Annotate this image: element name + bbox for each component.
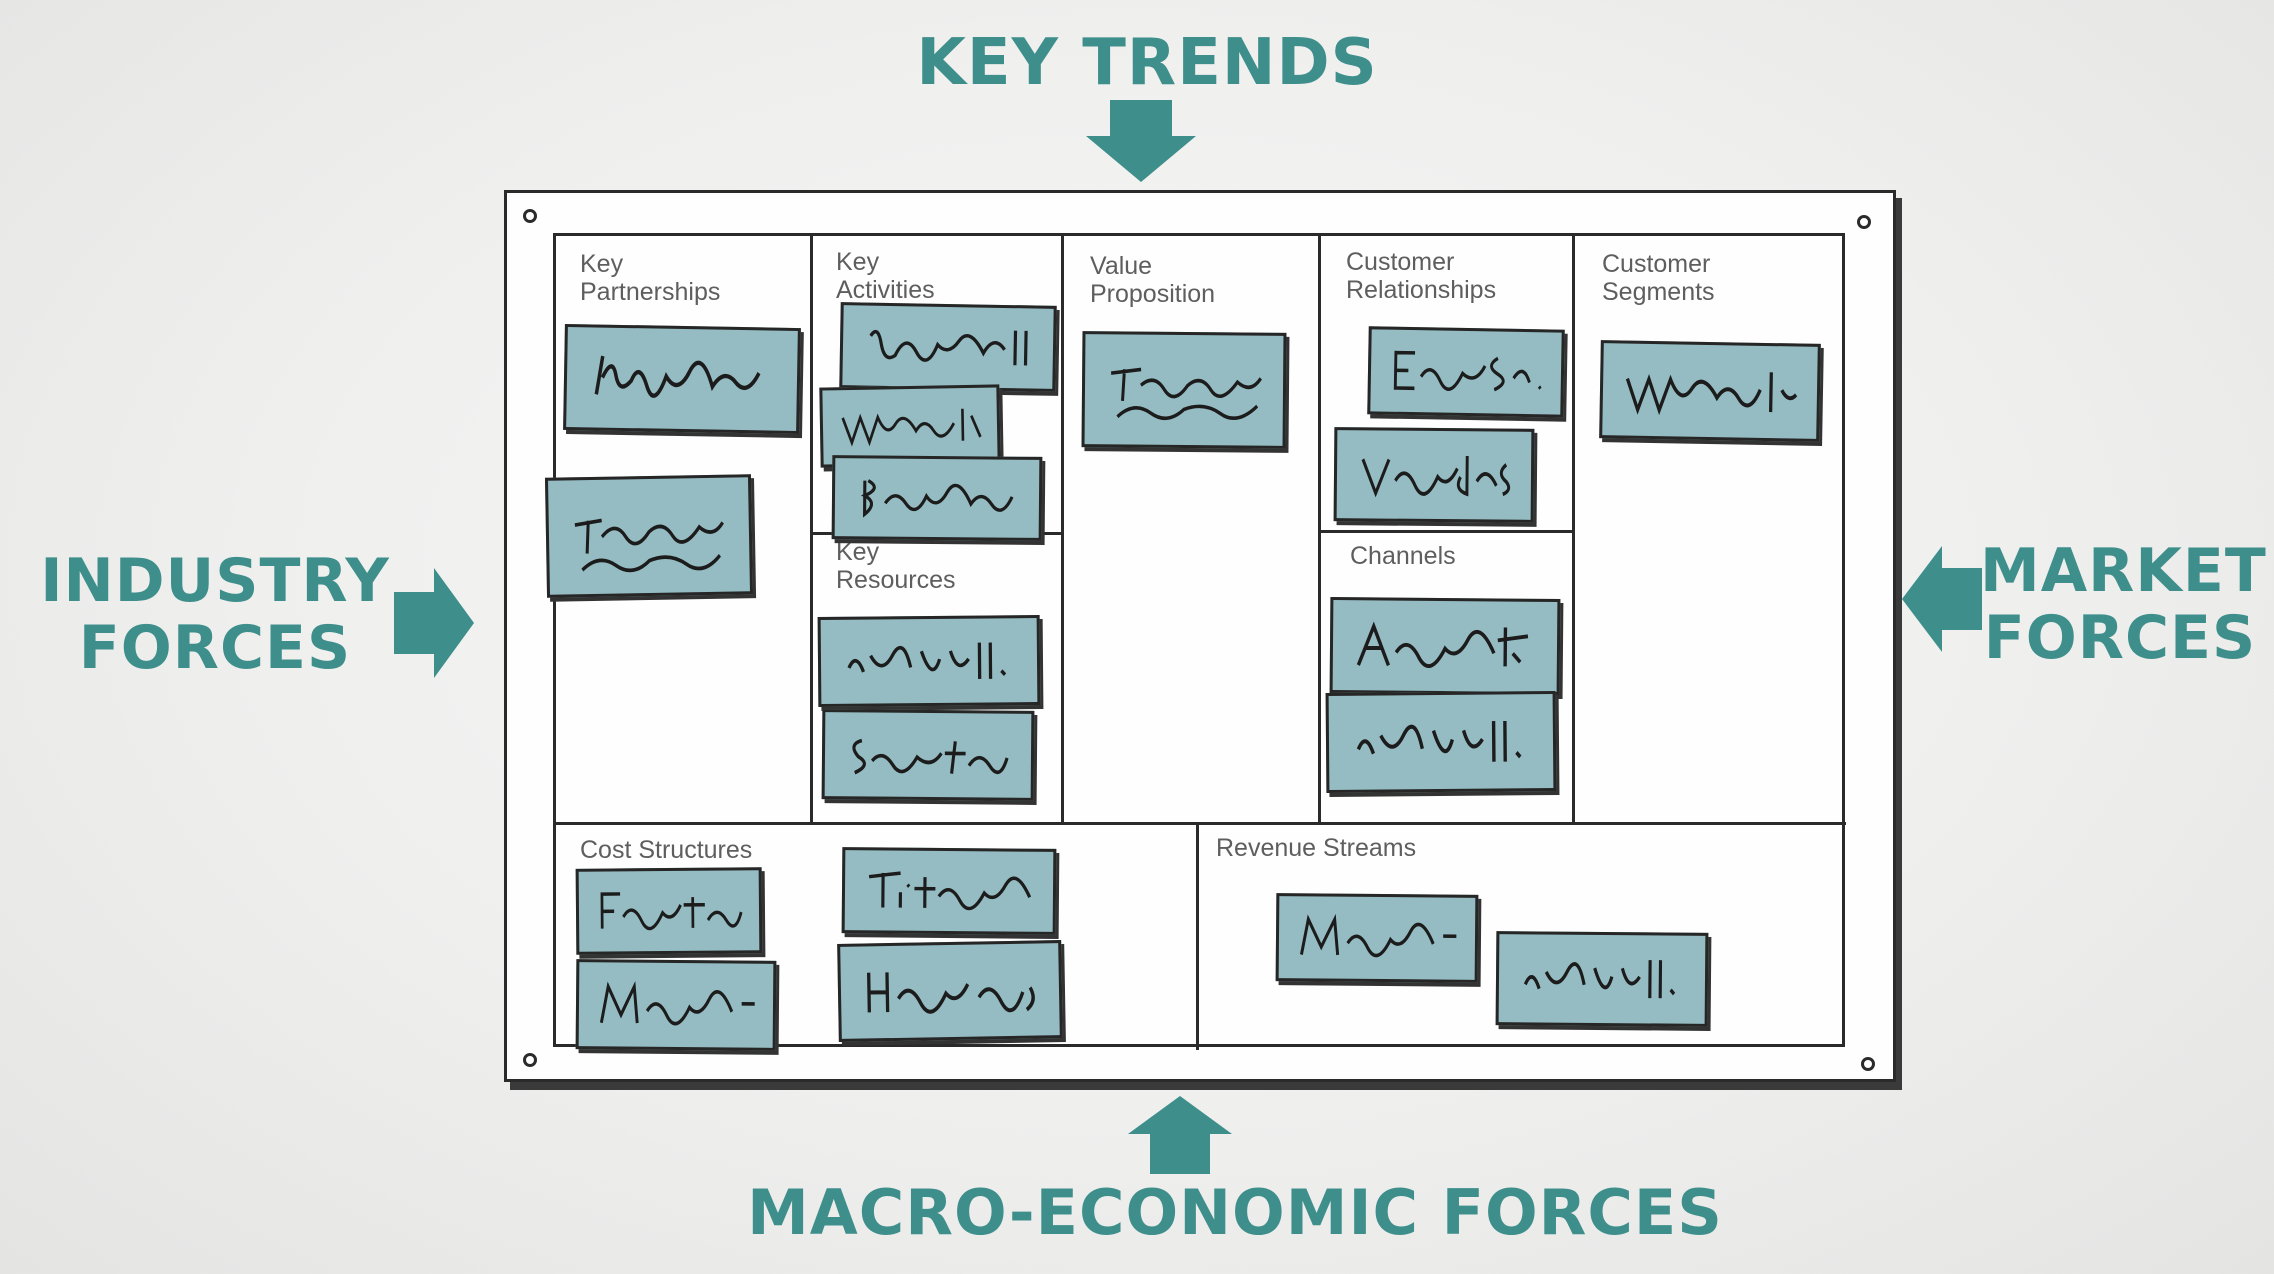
title-line: Proposition — [1090, 280, 1216, 308]
value-proposition-title: Value Proposition — [1090, 252, 1215, 308]
scribble-icon — [1299, 914, 1457, 958]
scribble-icon — [852, 738, 1010, 775]
sticky-note — [1599, 340, 1821, 442]
title-line: Resources — [836, 566, 956, 594]
business-model-canvas-board: Key Partnerships Key Activities Key Reso… — [504, 190, 1896, 1082]
scribble-icon — [594, 355, 761, 398]
scribble-icon — [868, 871, 1031, 911]
arrow-down-icon — [1086, 100, 1196, 182]
pin-icon — [1861, 1057, 1875, 1071]
scribble-icon — [599, 980, 755, 1026]
title-line: Customer — [1602, 250, 1711, 278]
sticky-note — [1325, 690, 1557, 794]
scribble-icon — [861, 479, 1014, 518]
macro-economic-forces-text: MACRO-ECONOMIC FORCES — [747, 1176, 1723, 1249]
sticky-note — [1081, 331, 1287, 449]
divider — [1061, 236, 1064, 822]
macro-economic-forces-label: MACRO-ECONOMIC FORCES — [0, 1176, 2274, 1249]
sticky-note — [563, 323, 801, 435]
title-line: Relationships — [1346, 276, 1497, 304]
divider — [1196, 822, 1199, 1050]
sticky-note — [831, 455, 1043, 541]
title-line: Cost Structures — [580, 836, 753, 864]
pin-icon — [1857, 215, 1871, 229]
sticky-note — [575, 867, 763, 955]
arrow-right-icon — [394, 568, 474, 678]
sticky-note — [841, 847, 1057, 935]
canvas-grid: Key Partnerships Key Activities Key Reso… — [544, 233, 1846, 1051]
customer-relationships-title: Customer Relationships — [1346, 248, 1496, 304]
market-forces-line2: FORCES — [1983, 603, 2257, 674]
scribble-icon — [1356, 621, 1529, 668]
sticky-note — [544, 474, 754, 598]
pin-icon — [523, 209, 537, 223]
industry-forces-label: INDUSTRY FORCES — [30, 546, 400, 684]
title-line: Key — [836, 538, 880, 566]
scribble-icon — [600, 892, 743, 931]
key-resources-title: Key Resources — [836, 538, 956, 594]
scribble-icon — [841, 409, 982, 448]
arrow-up-icon — [1128, 1096, 1232, 1174]
key-trends-label: KEY TRENDS — [0, 26, 2274, 100]
scribble-icon — [1361, 456, 1510, 498]
divider — [1318, 236, 1321, 822]
industry-forces-line2: FORCES — [78, 613, 352, 684]
market-forces-label: MARKET FORCES — [1980, 536, 2267, 674]
sticky-note — [839, 302, 1057, 392]
title-line: Partnerships — [580, 278, 721, 306]
title-line: Value — [1090, 252, 1153, 280]
scribble-icon — [847, 642, 1007, 679]
revenue-streams-title: Revenue Streams — [1216, 834, 1416, 862]
scribble-icon — [1110, 368, 1262, 421]
channels-title: Channels — [1350, 542, 1456, 570]
title-line: Revenue Streams — [1216, 834, 1417, 862]
divider — [1318, 530, 1575, 533]
sticky-note — [821, 709, 1035, 801]
divider — [1572, 236, 1575, 822]
sticky-note — [1367, 326, 1565, 418]
title-line: Segments — [1602, 278, 1715, 306]
scribble-icon — [574, 518, 724, 573]
sticky-note — [575, 959, 777, 1051]
industry-forces-line1: INDUSTRY — [40, 546, 390, 616]
divider — [810, 236, 813, 822]
cost-structures-title: Cost Structures — [580, 836, 752, 864]
scribble-icon — [1393, 351, 1542, 392]
scribble-icon — [1626, 372, 1798, 416]
sticky-note — [1275, 893, 1479, 983]
market-forces-line1: MARKET — [1980, 536, 2267, 606]
customer-segments-title: Customer Segments — [1602, 250, 1715, 306]
key-partnerships-title: Key Partnerships — [580, 250, 720, 306]
sticky-note — [817, 615, 1041, 707]
sticky-note — [1329, 596, 1561, 696]
title-line: Channels — [1350, 542, 1456, 570]
arrow-left-icon — [1902, 546, 1982, 652]
sticky-note — [1333, 427, 1535, 523]
title-line: Customer — [1346, 248, 1455, 276]
title-line: Key — [580, 250, 624, 278]
scribble-icon — [1524, 960, 1676, 999]
sticky-note — [819, 384, 1001, 468]
scribble-icon — [867, 972, 1036, 1014]
divider — [556, 822, 1846, 825]
title-line: Key — [836, 248, 880, 276]
sticky-note — [1495, 931, 1709, 1027]
title-line: Activities — [836, 276, 935, 304]
scribble-icon — [869, 330, 1028, 366]
sticky-note — [837, 940, 1063, 1042]
pin-icon — [523, 1053, 537, 1067]
scribble-icon — [1356, 721, 1522, 762]
key-activities-title: Key Activities — [836, 248, 935, 304]
key-trends-text: KEY TRENDS — [916, 26, 1378, 100]
